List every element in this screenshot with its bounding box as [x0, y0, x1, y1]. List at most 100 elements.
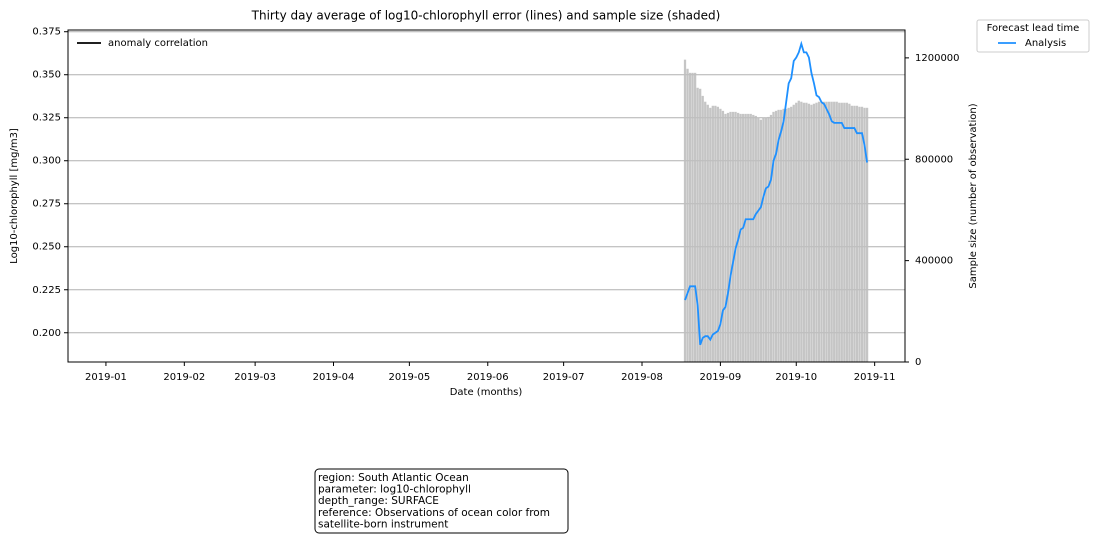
bar [817, 101, 821, 362]
info-box [314, 468, 569, 534]
bar [835, 101, 838, 362]
bar [714, 105, 717, 362]
legend-box [72, 34, 226, 52]
bar [742, 113, 745, 362]
legend-box [976, 19, 1090, 53]
y-axis-label: Log10-chlorophyll [mg/m3] [9, 128, 20, 264]
bar [706, 104, 709, 362]
bar [840, 102, 843, 363]
bar [749, 113, 752, 362]
bar [790, 106, 793, 363]
bar [810, 104, 813, 362]
bar [820, 101, 823, 362]
bar [843, 102, 846, 363]
bar [696, 87, 699, 362]
bar [757, 117, 760, 362]
bar [828, 101, 831, 362]
bar [797, 100, 800, 362]
bar [729, 111, 732, 362]
y2-axis-label: Sample size (number of observation) [968, 103, 979, 288]
y-tick-label: 0.325 [32, 113, 61, 124]
bar [853, 105, 856, 362]
bar [754, 115, 757, 362]
bar [721, 110, 725, 363]
bar [863, 107, 866, 362]
bar [701, 95, 704, 362]
y2-tick-label: 400000 [915, 256, 953, 267]
bar [850, 105, 854, 362]
chart-title: Thirty day average of log10-chlorophyll … [251, 9, 721, 23]
bar [691, 72, 694, 362]
y2-tick-label: 1200000 [915, 53, 960, 64]
bar [688, 72, 692, 362]
line [684, 40, 868, 346]
bar [845, 102, 848, 363]
y-tick-label: 0.225 [32, 285, 61, 296]
bar [744, 113, 747, 362]
bar [833, 101, 836, 362]
bar [709, 107, 712, 362]
bar [734, 111, 737, 362]
bar [711, 105, 714, 362]
bar [792, 104, 795, 362]
y-tick-label: 0.375 [32, 27, 61, 38]
bar [726, 112, 730, 362]
bar [800, 101, 803, 362]
y-tick-label: 0.200 [32, 328, 61, 339]
y-tick-label: 0.350 [32, 70, 61, 81]
y2-tick-label: 0 [915, 357, 921, 368]
bar [807, 103, 811, 362]
bar [704, 101, 707, 362]
bar [747, 113, 750, 362]
bar [822, 101, 826, 362]
bar [787, 107, 790, 362]
bar [830, 101, 833, 362]
legend-title: Forecast lead time [987, 23, 1080, 34]
info-line: satellite-born instrument [318, 518, 448, 530]
x-tick-label: 2019-01 [85, 372, 127, 383]
bar [731, 111, 735, 362]
legend-label: Analysis [1025, 38, 1066, 49]
bar [774, 110, 778, 363]
x-tick-label: 2019-08 [621, 372, 663, 383]
bar [716, 106, 720, 363]
bar [838, 102, 841, 363]
bar [860, 106, 864, 363]
bar [865, 107, 869, 362]
bar [772, 111, 775, 362]
bar [759, 119, 763, 362]
plot-area [68, 31, 905, 363]
x-tick-label: 2019-06 [467, 372, 509, 383]
bar [825, 101, 828, 362]
bar [855, 105, 859, 362]
x-tick-label: 2019-04 [313, 372, 355, 383]
bar [724, 113, 727, 362]
x-axis-label: Date (months) [450, 387, 523, 398]
bar [769, 114, 773, 363]
bar [693, 72, 697, 362]
info-line: depth_range: SURFACE [318, 495, 439, 507]
info-line: reference: Observations of ocean color f… [318, 507, 550, 519]
bar [805, 102, 808, 363]
bar [815, 102, 818, 363]
x-tick-label: 2019-09 [700, 372, 742, 383]
bar [785, 108, 788, 362]
bar [762, 117, 765, 362]
bar [802, 102, 805, 363]
legend-label: anomaly correlation [108, 38, 208, 49]
bar [858, 106, 861, 363]
y-tick-label: 0.250 [32, 242, 61, 253]
bar [752, 114, 755, 363]
bar [848, 103, 851, 362]
bar [764, 117, 768, 362]
x-tick-label: 2019-03 [234, 372, 276, 383]
x-tick-label: 2019-02 [163, 372, 205, 383]
info-line: parameter: log10-chlorophyll [318, 484, 471, 496]
x-tick-label: 2019-10 [775, 372, 817, 383]
bar [795, 102, 798, 363]
x-tick-label: 2019-07 [543, 372, 585, 383]
info-line: region: South Atlantic Ocean [318, 472, 469, 484]
bar [767, 116, 770, 362]
